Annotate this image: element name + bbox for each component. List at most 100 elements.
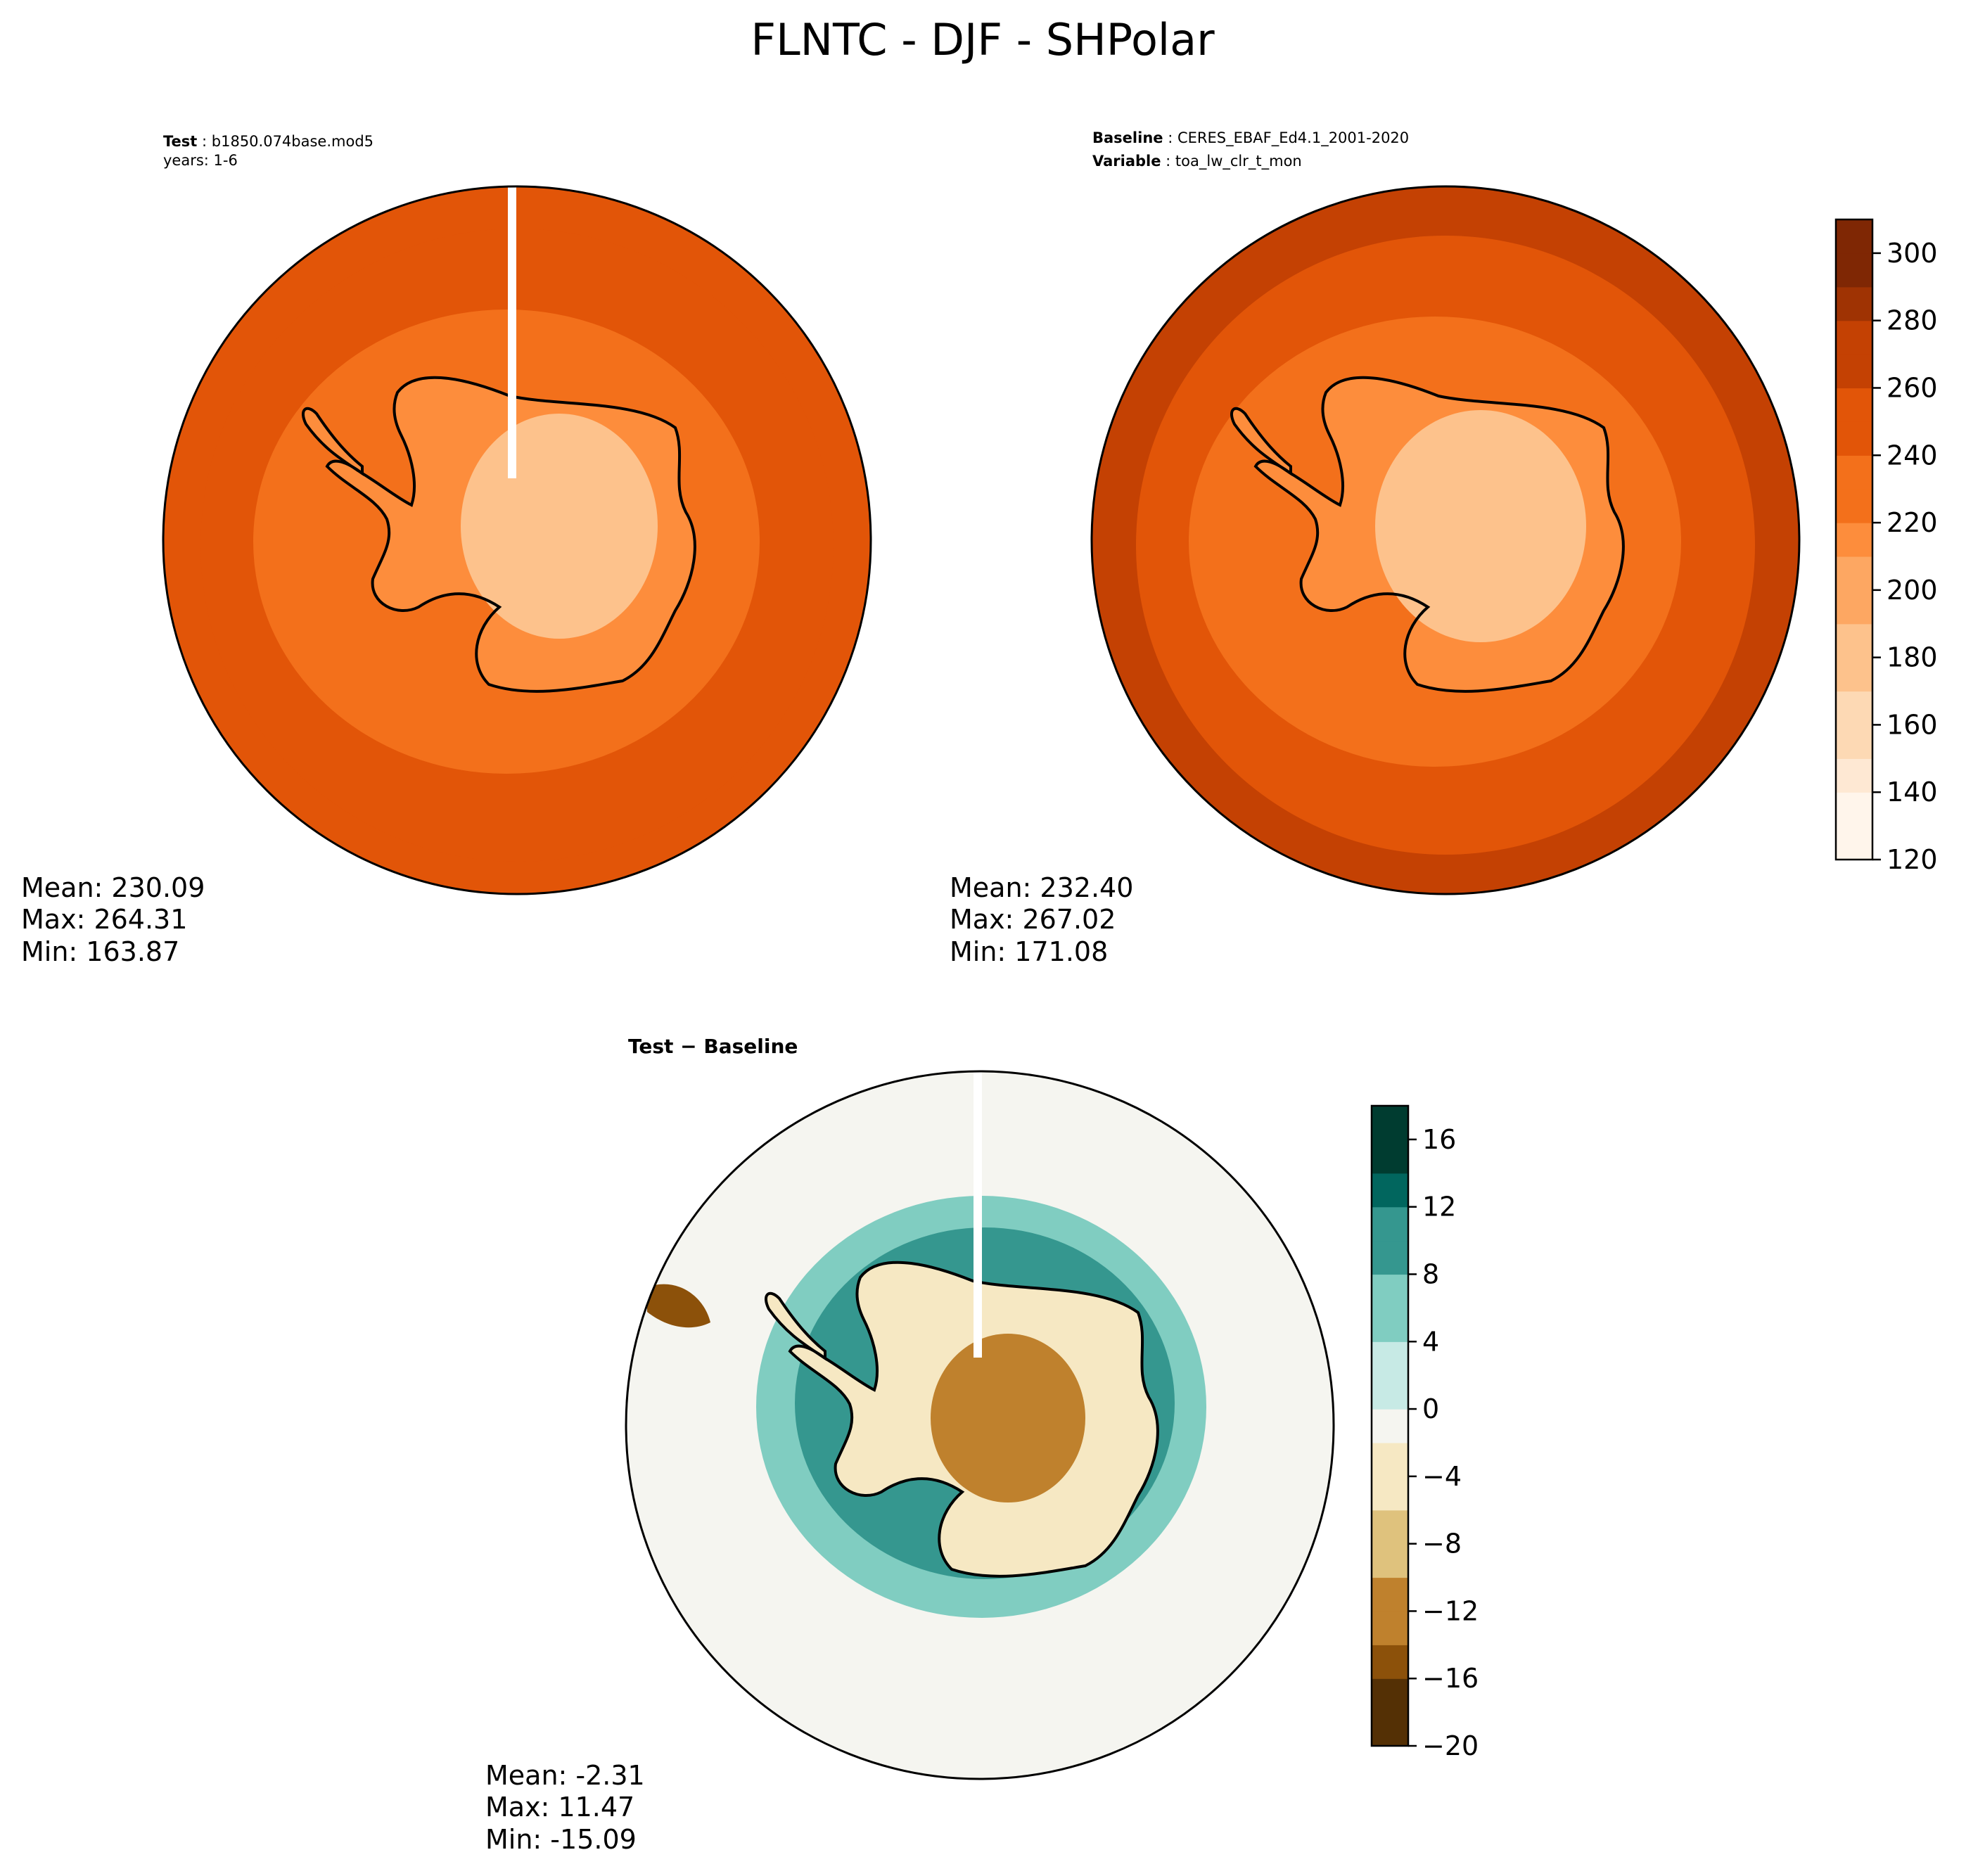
diff-colorbar-band xyxy=(1372,1240,1408,1275)
diff-colorbar-tick-label: −20 xyxy=(1422,1730,1479,1761)
test-stat-max: Max: 264.31 xyxy=(21,904,187,935)
main-colorbar-band xyxy=(1836,826,1872,860)
baseline-map xyxy=(1092,186,1799,894)
figure-title: FLNTC - DJF - SHPolar xyxy=(751,14,1215,65)
variable-header-value: toa_lw_clr_t_mon xyxy=(1175,153,1302,170)
main-colorbar-tick-label: 160 xyxy=(1887,709,1938,740)
diff-colorbar-band xyxy=(1372,1106,1408,1140)
main-colorbar-band xyxy=(1836,286,1872,321)
diff-colorbar-tick-label: 16 xyxy=(1422,1124,1456,1155)
main-colorbar: 120 140 160 180 200 220 240 260 280 300 xyxy=(1834,218,1938,875)
diff-colorbar-tick-label: −8 xyxy=(1422,1529,1462,1559)
baseline-header-line-2: Variable : toa_lw_clr_t_mon xyxy=(1092,153,1302,170)
diff-peninsula-tip xyxy=(647,1284,710,1328)
diff-colorbar-band xyxy=(1372,1678,1408,1713)
test-map-boundary xyxy=(162,185,872,895)
main-colorbar-tick-label: 280 xyxy=(1887,305,1938,336)
main-colorbar-band xyxy=(1836,455,1872,490)
main-colorbar-band xyxy=(1836,523,1872,557)
main-colorbar-band xyxy=(1836,725,1872,759)
diff-colorbar-tick-label: 0 xyxy=(1422,1393,1439,1424)
diff-colorbar-band xyxy=(1372,1173,1408,1208)
main-colorbar-band xyxy=(1836,354,1872,389)
diff-colorbar-band xyxy=(1372,1442,1408,1477)
diff-colorbar-tick-label: 12 xyxy=(1422,1192,1456,1223)
diff-colorbar-tick-label: −4 xyxy=(1422,1461,1462,1492)
diff-colorbar-tick-label: −12 xyxy=(1422,1595,1479,1626)
baseline-header-key: Baseline xyxy=(1092,129,1163,146)
main-colorbar-tick-label: 120 xyxy=(1887,844,1938,875)
baseline-stat-mean: Mean: 232.40 xyxy=(950,872,1133,903)
baseline-stat-min: Min: 171.08 xyxy=(950,936,1108,967)
baseline-header-value: CERES_EBAF_Ed4.1_2001-2020 xyxy=(1177,129,1409,147)
test-header-sep: : xyxy=(197,133,211,150)
diff-header: Test − Baseline xyxy=(628,1035,798,1058)
main-colorbar-band xyxy=(1836,421,1872,456)
diff-colorbar-band xyxy=(1372,1308,1408,1342)
diff-colorbar-tick-label: 4 xyxy=(1422,1326,1439,1357)
baseline-map-boundary xyxy=(1090,185,1801,895)
diff-data-gap xyxy=(974,1071,982,1358)
test-map xyxy=(163,186,871,894)
baseline-header-sep-2: : xyxy=(1161,153,1175,170)
test-data-gap xyxy=(508,186,516,478)
diff-interior-core xyxy=(931,1334,1085,1502)
main-colorbar-band xyxy=(1836,623,1872,658)
diff-colorbar-tick-label: −16 xyxy=(1422,1663,1479,1694)
diff-colorbar-band xyxy=(1372,1577,1408,1612)
main-colorbar-tick-label: 180 xyxy=(1887,642,1938,673)
main-colorbar-band xyxy=(1836,320,1872,355)
main-colorbar-band xyxy=(1836,253,1872,288)
main-colorbar-tick-label: 200 xyxy=(1887,575,1938,606)
diff-panel: Test − Baseline Mean: -2.31 Max: 11.47 M… xyxy=(485,1035,1335,1855)
diff-colorbar-band xyxy=(1372,1645,1408,1679)
main-colorbar-band xyxy=(1836,556,1872,591)
diff-colorbar-band xyxy=(1372,1409,1408,1443)
diff-stat-max: Max: 11.47 xyxy=(485,1792,634,1823)
diff-colorbar-band xyxy=(1372,1543,1408,1578)
diff-map xyxy=(626,1071,1334,1779)
main-colorbar-band xyxy=(1836,691,1872,726)
diff-colorbar-band xyxy=(1372,1274,1408,1308)
baseline-header-sep-1: : xyxy=(1163,129,1177,146)
diff-colorbar-band xyxy=(1372,1341,1408,1376)
diff-colorbar-band xyxy=(1372,1712,1408,1747)
diff-stat-mean: Mean: -2.31 xyxy=(485,1760,645,1791)
baseline-header-line-1: Baseline : CERES_EBAF_Ed4.1_2001-2020 xyxy=(1092,129,1409,147)
main-colorbar-band xyxy=(1836,758,1872,793)
main-colorbar-tick-label: 300 xyxy=(1887,238,1938,269)
test-stat-min: Min: 163.87 xyxy=(21,936,179,967)
main-colorbar-band xyxy=(1836,388,1872,422)
diff-colorbar-frame xyxy=(1370,1104,1410,1747)
main-colorbar-band xyxy=(1836,657,1872,692)
test-header-line-2: years: 1-6 xyxy=(163,152,238,169)
main-colorbar-band xyxy=(1836,219,1872,254)
baseline-interior xyxy=(1375,410,1586,642)
main-colorbar-frame xyxy=(1834,218,1874,861)
diff-colorbar-band xyxy=(1372,1139,1408,1174)
diff-colorbar-band xyxy=(1372,1206,1408,1242)
diff-colorbar-tick-label: 8 xyxy=(1422,1258,1439,1289)
main-colorbar-tick-label: 260 xyxy=(1887,372,1938,403)
diff-colorbar-band xyxy=(1372,1476,1408,1511)
diff-stat-min: Min: -15.09 xyxy=(485,1824,637,1855)
test-panel: Test : b1850.074base.mod5 years: 1-6 Mea… xyxy=(21,133,872,967)
main-colorbar-band xyxy=(1836,489,1872,523)
test-header-line-1: Test : b1850.074base.mod5 xyxy=(163,133,374,150)
diff-colorbar-band xyxy=(1372,1510,1408,1545)
test-stat-mean: Mean: 230.09 xyxy=(21,872,205,903)
diff-colorbar: −20 −16 −12 −8 −4 0 4 8 12 16 xyxy=(1370,1104,1479,1761)
test-interior xyxy=(461,414,658,639)
main-colorbar-tick-label: 140 xyxy=(1887,777,1938,808)
baseline-stat-max: Max: 267.02 xyxy=(950,904,1116,935)
main-colorbar-band xyxy=(1836,589,1872,625)
diff-colorbar-band xyxy=(1372,1611,1408,1645)
diff-colorbar-band xyxy=(1372,1375,1408,1410)
diff-map-boundary xyxy=(625,1070,1335,1780)
baseline-panel: Baseline : CERES_EBAF_Ed4.1_2001-2020 Va… xyxy=(950,129,1801,967)
main-colorbar-band xyxy=(1836,792,1872,827)
test-header-value: b1850.074base.mod5 xyxy=(212,133,374,150)
main-colorbar-tick-label: 240 xyxy=(1887,440,1938,471)
main-colorbar-tick-label: 220 xyxy=(1887,507,1938,538)
